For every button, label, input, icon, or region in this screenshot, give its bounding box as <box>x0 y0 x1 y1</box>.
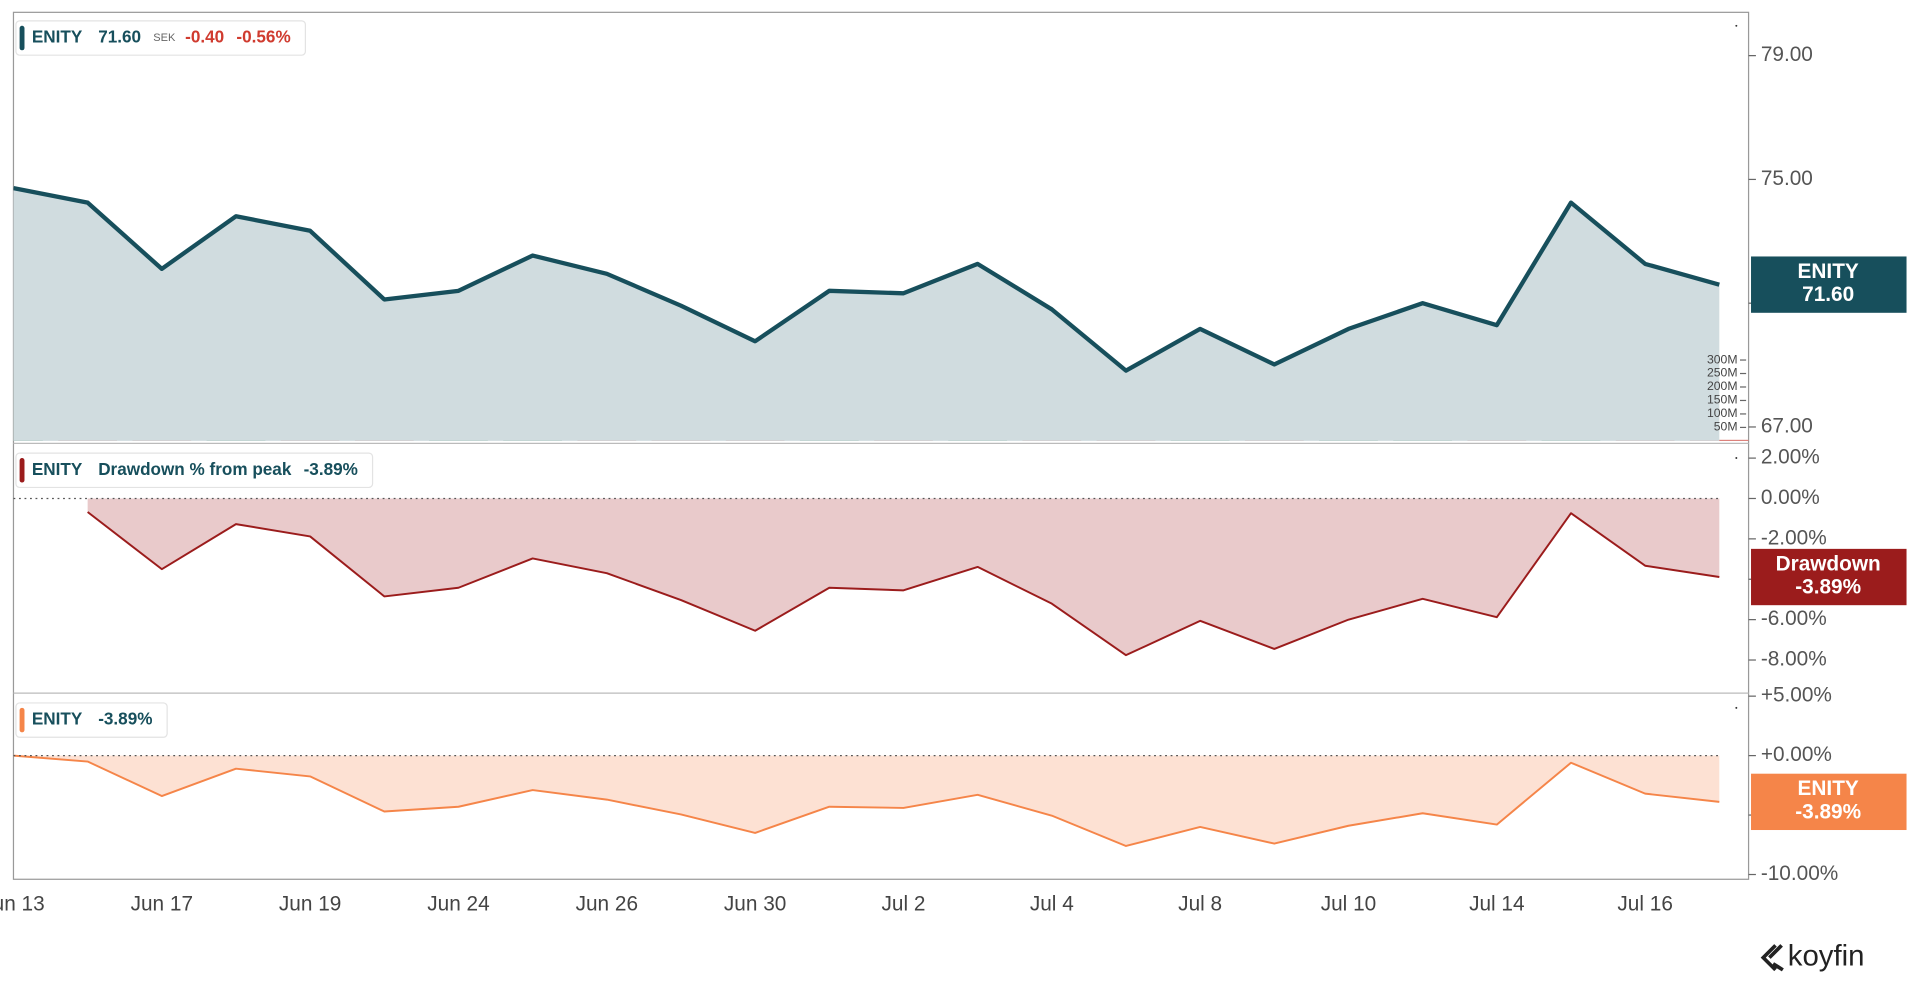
legend-value: -0.56% <box>236 27 290 47</box>
x-tick-label: Jul 4 <box>1030 892 1074 915</box>
x-tick-label: Jun 24 <box>427 892 489 915</box>
legend: ENITY 71.60 SEK -0.40 -0.56% <box>15 20 307 56</box>
brand-icon <box>1760 944 1784 972</box>
y-tick-label: -6.00% <box>1761 607 1827 630</box>
legend-value: -0.40 <box>185 27 224 47</box>
area-fill <box>87 498 1720 656</box>
x-tick-label: Jun 30 <box>724 892 786 915</box>
area-fill <box>13 755 1720 846</box>
y-tick-label: 75.00 <box>1761 167 1813 190</box>
price-badge <box>1751 548 1907 606</box>
legend-value: -3.89% <box>98 709 152 729</box>
legend-ticker: ENITY <box>32 27 83 47</box>
legend-value: -3.89% <box>304 459 358 479</box>
layer: 50M100M150M200M250M300M67.0071.0075.0079… <box>0 20 1907 915</box>
legend-ticker: ENITY <box>32 709 83 729</box>
pane-menu-dot <box>1735 706 1738 709</box>
y-tick-label: 2.00% <box>1761 446 1820 469</box>
badge-label: ENITY <box>1798 777 1859 800</box>
x-tick-label: Jul 10 <box>1321 892 1376 915</box>
x-tick-label: Jun 26 <box>576 892 638 915</box>
x-tick-label: Jul 16 <box>1617 892 1672 915</box>
y-tick-label: 67.00 <box>1761 414 1813 437</box>
y-tick-label: 0.00% <box>1761 486 1820 509</box>
x-tick-label: Jun 13 <box>0 892 45 915</box>
legend-accent <box>19 458 25 483</box>
legend: ENITY Drawdown % from peak -3.89% <box>15 452 374 489</box>
plot-area <box>13 185 1749 847</box>
legend-box <box>15 452 374 489</box>
badge-label: Drawdown <box>1776 552 1881 575</box>
pane-menu-dot <box>1735 457 1738 460</box>
badge-value: -3.89% <box>1795 800 1861 823</box>
legend-box <box>15 20 307 56</box>
y-tick-label: -8.00% <box>1761 648 1827 671</box>
volume-tick-label: 100M <box>1707 406 1738 420</box>
x-tick-label: Jun 19 <box>279 892 341 915</box>
legend-value: 71.60 <box>98 27 141 47</box>
legend-value: Drawdown % from peak <box>98 459 292 479</box>
x-tick-label: Jul 14 <box>1469 892 1524 915</box>
x-tick-label: Jun 17 <box>131 892 193 915</box>
series-line <box>13 754 1720 847</box>
plot-frame <box>12 11 1750 880</box>
legend-accent <box>19 707 25 733</box>
pane-menu-dot <box>1735 24 1738 27</box>
volume-tick-label: 200M <box>1707 379 1738 393</box>
badge-value: -3.89% <box>1795 576 1861 599</box>
price-badge <box>1751 773 1907 831</box>
y-tick-label: +0.00% <box>1761 743 1832 766</box>
volume-tick-label: 300M <box>1707 352 1738 366</box>
x-tick-label: Jul 2 <box>882 892 926 915</box>
brand-logo: koyfin <box>1760 939 1865 972</box>
y-tick-label: +5.00% <box>1761 684 1832 707</box>
badge-value: 71.60 <box>1802 283 1854 306</box>
y-tick-label: -10.00% <box>1761 862 1838 885</box>
x-tick-label: Jul 8 <box>1178 892 1222 915</box>
badge-label: ENITY <box>1798 260 1859 283</box>
area-fill <box>13 188 1720 441</box>
legend-accent <box>19 25 25 51</box>
price-badge <box>1751 256 1907 313</box>
brand-name: koyfin <box>1788 939 1865 972</box>
y-tick-label: -2.00% <box>1761 526 1827 549</box>
legend-box <box>15 702 168 738</box>
legend-value: SEK <box>153 32 176 44</box>
volume-tick-label: 250M <box>1707 366 1738 380</box>
y-tick-label: 79.00 <box>1761 43 1813 66</box>
legend-ticker: ENITY <box>32 459 83 479</box>
series-line <box>87 511 1720 657</box>
legend: ENITY -3.89% <box>15 702 168 738</box>
series-line <box>13 185 1720 373</box>
volume-tick-label: 150M <box>1707 393 1738 407</box>
volume-tick-label: 50M <box>1714 420 1738 434</box>
